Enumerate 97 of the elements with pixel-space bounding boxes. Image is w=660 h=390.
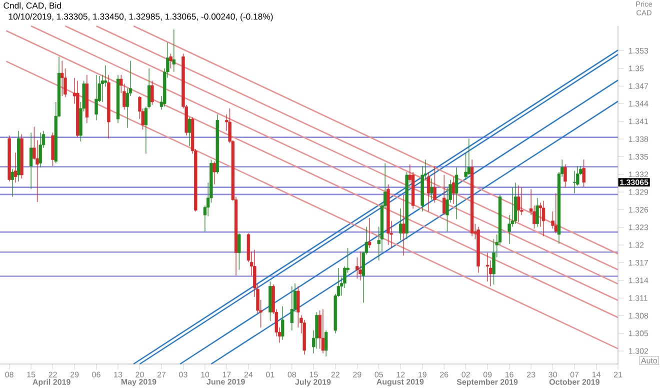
- candlestick: [467, 138, 471, 176]
- x-tick-label: 09: [483, 372, 492, 378]
- candlestick: [10, 168, 14, 198]
- candlestick: [368, 218, 372, 248]
- candlestick: [169, 53, 172, 69]
- chart-title: Cndl, CAD, Bid: [4, 2, 61, 10]
- candlestick: [452, 176, 456, 204]
- y-tick-label: 1.344: [629, 100, 648, 107]
- y-tick-label: 1.32: [629, 242, 644, 248]
- candlestick: [572, 170, 576, 194]
- x-tick-label: 03: [179, 372, 188, 378]
- candlestick: [442, 174, 446, 216]
- candlestick: [296, 286, 300, 328]
- candlestick: [554, 192, 558, 234]
- x-tick-label: 10: [201, 372, 210, 378]
- candlestick: [358, 251, 362, 281]
- candlestick: [564, 164, 567, 188]
- x-tick-label: 05: [374, 372, 383, 378]
- candlestick: [150, 80, 154, 106]
- y-tick-label: 1.308: [629, 312, 648, 319]
- candlestick: [281, 306, 284, 340]
- y-tick-label: 1.347: [629, 83, 648, 89]
- chart-subtitle: 10/10/2019, 1.33305, 1.33450, 1.32985, 1.33065, -0.00240, (-0.18%): [8, 13, 273, 22]
- x-tick-label: 24: [244, 372, 253, 378]
- y-tick-label: 1.332: [629, 172, 648, 178]
- candlestick: [94, 74, 98, 121]
- y-tick-label: 1.311: [629, 295, 648, 301]
- text: July 2019: [295, 378, 331, 386]
- text: May 2019: [121, 378, 156, 386]
- y-tick-label: 1.329: [629, 189, 648, 195]
- x-tick-label: 01: [266, 372, 274, 378]
- candlestick: [517, 185, 520, 222]
- text: April 2019: [32, 378, 70, 386]
- candlestick: [582, 159, 586, 188]
- x-tick-label: 22: [48, 372, 57, 378]
- candlestick: [430, 178, 434, 200]
- x-tick-label: 27: [157, 372, 166, 378]
- x-tick-label: 23: [527, 372, 536, 378]
- candlestick: [433, 166, 436, 203]
- candlestick: [104, 65, 108, 87]
- y-tick-label: 1.338: [629, 136, 648, 142]
- x-tick-label: 07: [570, 372, 579, 378]
- x-tick-label: 21: [614, 372, 622, 378]
- candlestick: [188, 116, 192, 146]
- x-tick-label: 20: [136, 372, 144, 378]
- x-tick-label: 15: [27, 372, 36, 378]
- candlestick: [426, 172, 430, 212]
- x-tick-label: 14: [592, 372, 600, 378]
- y-tick-label: 1.335: [629, 154, 648, 160]
- text: 1.33065: [620, 180, 648, 186]
- x-tick-label: 02: [462, 372, 470, 378]
- y-tick-label: 1.314: [629, 278, 648, 284]
- x-tick-label: 16: [505, 372, 514, 378]
- y-tick-label: 1.353: [629, 48, 648, 54]
- candlestick: [318, 310, 322, 350]
- text: October 2019: [549, 378, 600, 385]
- candlestick: [14, 152, 18, 183]
- candlestick: [315, 312, 318, 350]
- x-tick-label: 13: [114, 372, 122, 378]
- y-tick-label: 1.341: [629, 118, 648, 124]
- x-tick-label: 19: [418, 372, 426, 378]
- y-tick-label: 1.323: [629, 224, 648, 230]
- text: August 2019: [376, 378, 424, 386]
- candlestick: [38, 132, 42, 168]
- x-tick-label: 08: [5, 372, 14, 378]
- y-tick-label: 1.317: [629, 260, 648, 266]
- text: Auto: [640, 358, 658, 364]
- x-tick-label: 17: [222, 372, 231, 378]
- candlestick: [238, 232, 241, 270]
- candlestick: [29, 132, 33, 190]
- x-tick-label: 29: [353, 372, 362, 378]
- candlestick: [172, 29, 176, 72]
- candlestick: [492, 238, 496, 285]
- candlestick: [60, 60, 64, 96]
- y-tick-label: 1.302: [629, 348, 648, 354]
- candlestick: [324, 330, 328, 357]
- x-tick-label: 30: [548, 372, 557, 378]
- y-tick-label: 1.35: [629, 66, 644, 72]
- x-tick-label: 26: [440, 372, 448, 378]
- text: September 2019: [456, 378, 518, 386]
- candlestick: [402, 194, 406, 256]
- y-tick-label: 1.326: [629, 206, 648, 213]
- candlestick: [454, 166, 458, 220]
- x-tick-label: 29: [70, 372, 79, 378]
- candlestick: [542, 200, 546, 237]
- x-tick-label: 06: [92, 372, 100, 378]
- candlestick: [212, 161, 216, 185]
- candlestick: [290, 286, 294, 331]
- x-tick-label: 12: [396, 372, 405, 378]
- candlestick: [321, 308, 325, 354]
- x-tick-label: 22: [331, 372, 340, 378]
- y-tick-label: 1.305: [629, 330, 648, 336]
- x-tick-label: 15: [310, 372, 318, 378]
- candlestick: [399, 208, 402, 241]
- candlestick: [536, 198, 539, 228]
- text: June 2019: [206, 378, 245, 385]
- x-tick-label: 08: [288, 372, 296, 378]
